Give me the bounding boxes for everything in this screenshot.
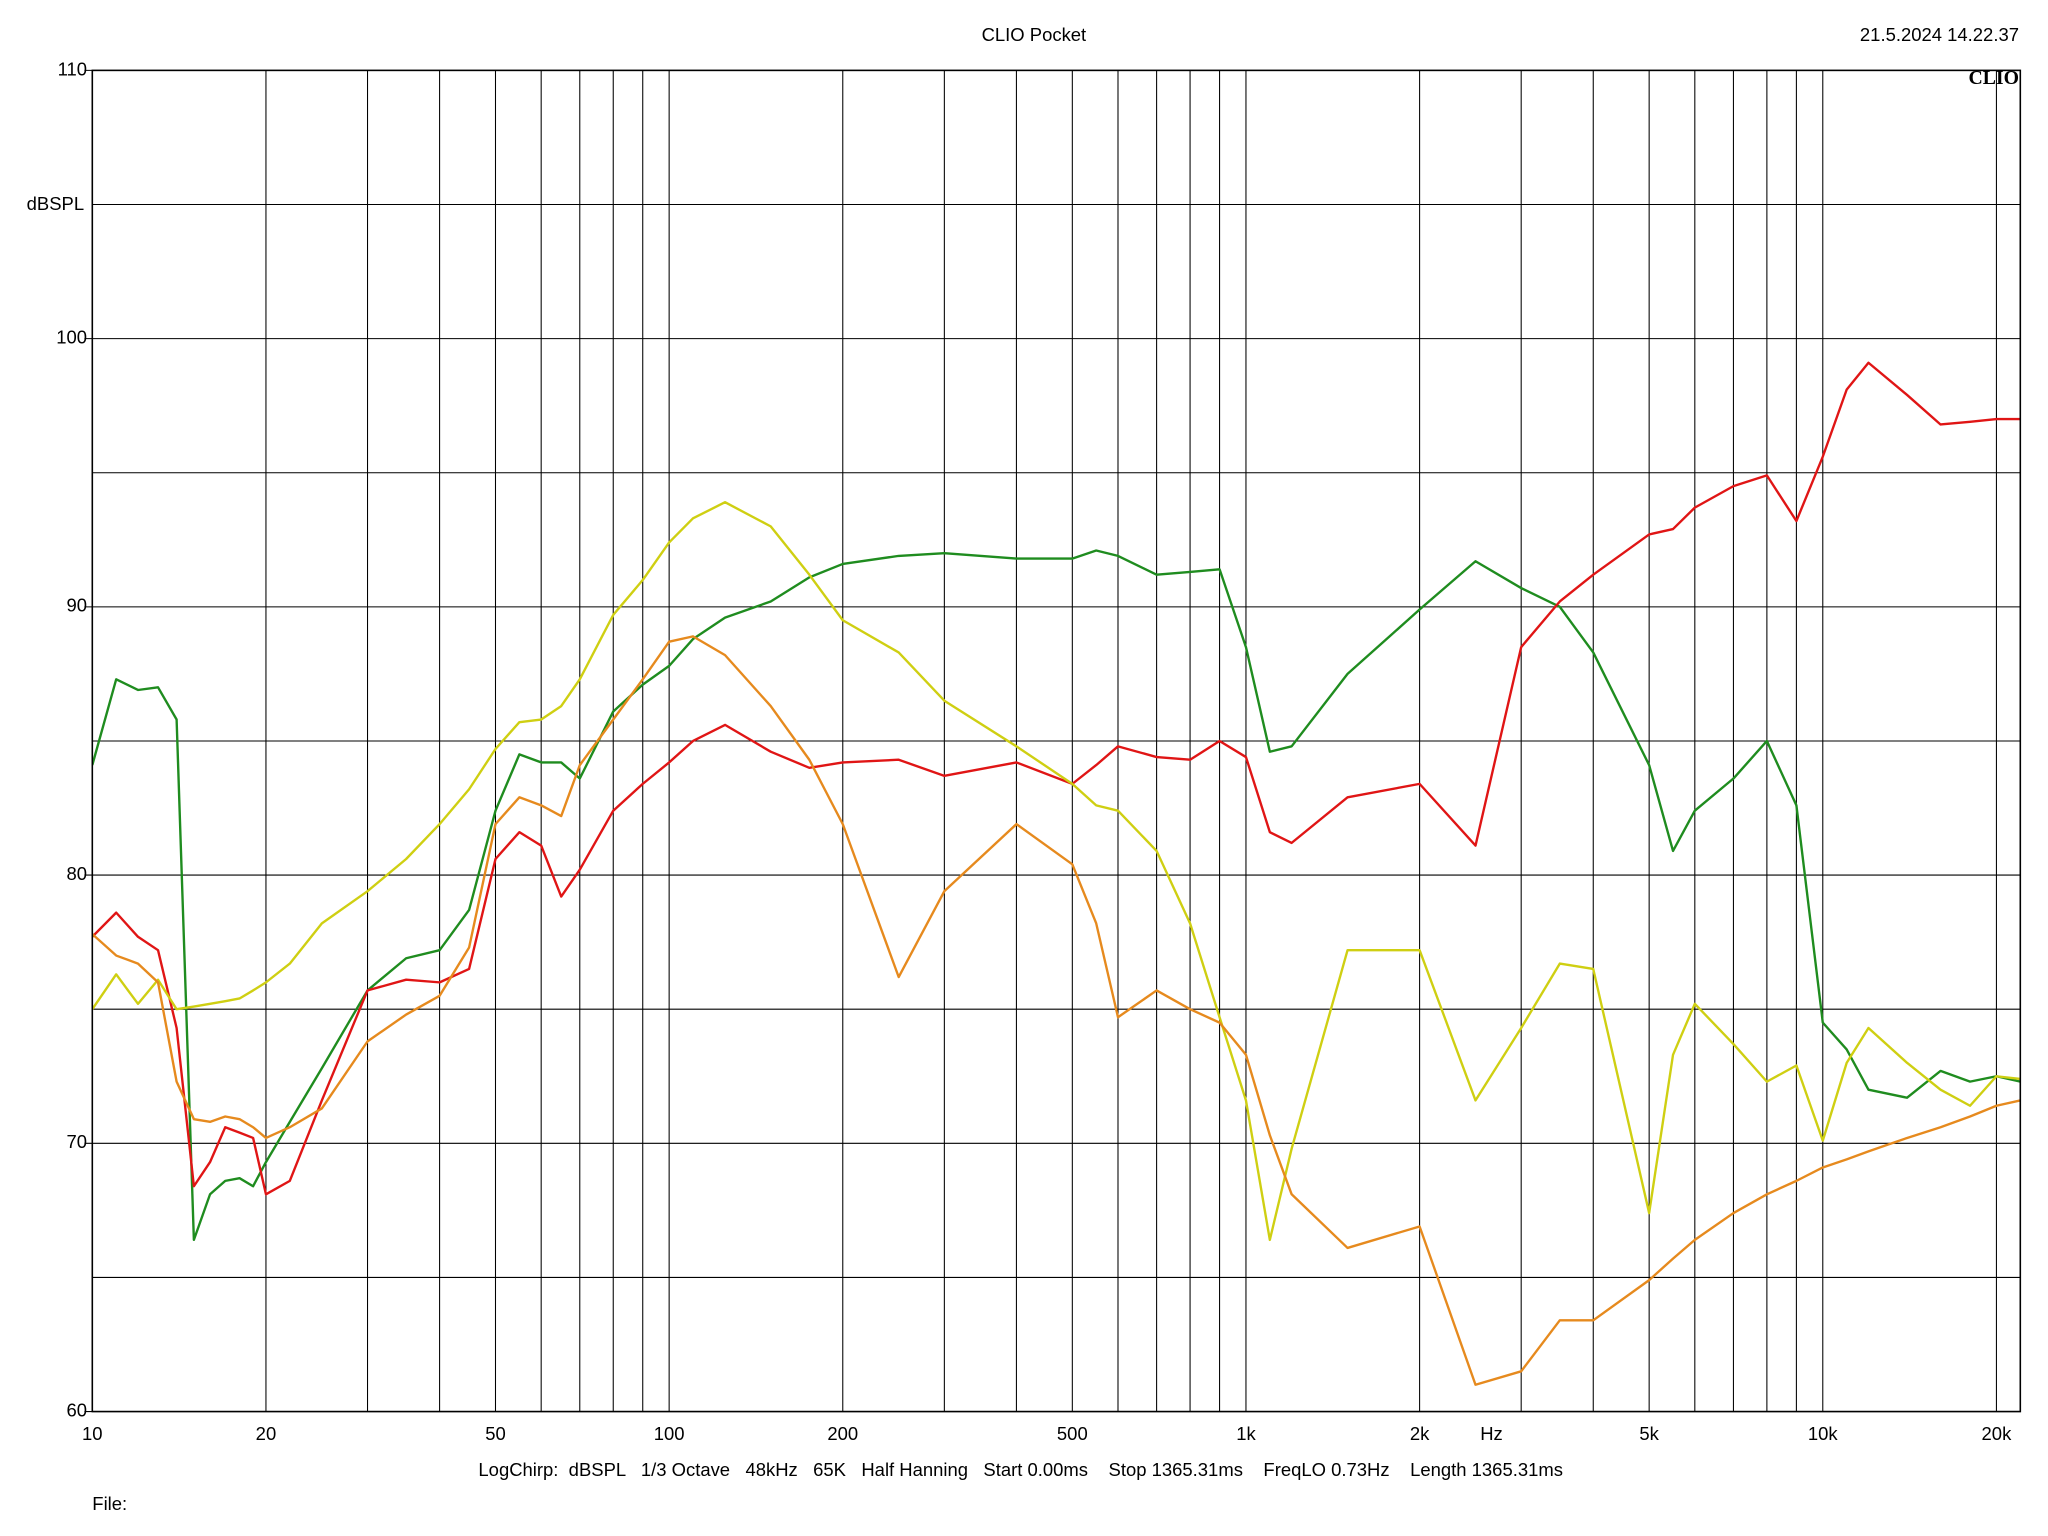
- series-line: [92, 635, 2021, 1386]
- series-line: [92, 501, 2021, 1242]
- timestamp: 21.5.2024 14.22.37: [1860, 24, 2019, 45]
- x-tick-label: 500: [1057, 1423, 1088, 1444]
- x-tick-label: 10k: [1808, 1423, 1839, 1444]
- y-tick-label: 60: [67, 1399, 88, 1420]
- measurement-info: LogChirp: dBSPL 1/3 Octave 48kHz 65K Hal…: [478, 1459, 1563, 1480]
- x-tick-label: 200: [827, 1423, 858, 1444]
- y-tick-label: 100: [56, 326, 87, 347]
- series-line: [92, 361, 2021, 1196]
- x-tick-label: 20k: [1982, 1423, 2013, 1444]
- x-unit-label: Hz: [1480, 1423, 1503, 1444]
- x-tick-label: 20: [256, 1423, 277, 1444]
- x-tick-label: 1k: [1236, 1423, 1256, 1444]
- x-tick-label: 10: [82, 1423, 103, 1444]
- x-tick-label: 5k: [1639, 1423, 1659, 1444]
- y-tick-label: 70: [67, 1131, 88, 1152]
- y-axis-label: dBSPL: [27, 193, 84, 214]
- x-tick-label: 50: [485, 1423, 506, 1444]
- file-label: File:: [92, 1493, 127, 1514]
- plot-frame: [91, 69, 2022, 1413]
- chart-title: CLIO Pocket: [982, 24, 1087, 45]
- x-tick-label: 100: [654, 1423, 685, 1444]
- grid: [84, 69, 2021, 1413]
- logo: CLIO: [1968, 67, 2019, 89]
- y-tick-label: 90: [67, 595, 88, 616]
- plot-lines: [92, 361, 2021, 1386]
- x-tick-label: 2k: [1410, 1423, 1430, 1444]
- y-tick-label: 80: [67, 863, 88, 884]
- y-tick-label: 110: [58, 58, 87, 79]
- series-line: [92, 549, 2021, 1242]
